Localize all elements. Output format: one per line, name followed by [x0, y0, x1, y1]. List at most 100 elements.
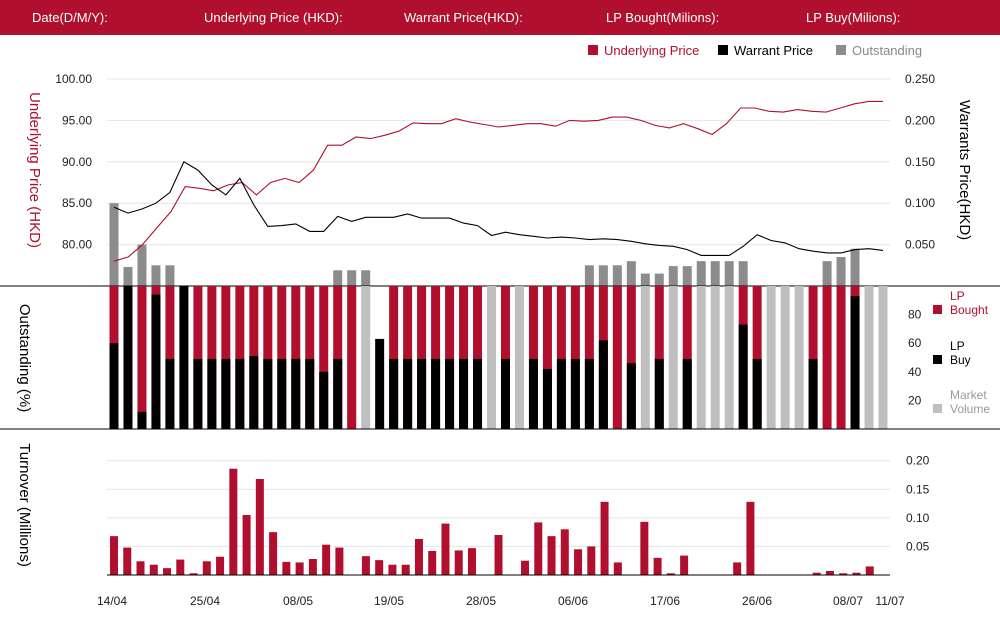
x-tick-label: 17/06	[650, 594, 680, 608]
turnover-bar	[600, 501, 609, 575]
turnover-bar	[560, 529, 569, 575]
header-date-label: Date(D/M/Y):	[32, 10, 108, 25]
outstanding-bar	[710, 261, 720, 286]
turnover-bar	[335, 547, 344, 575]
outstanding-bar	[668, 266, 678, 286]
market-volume-bar	[780, 286, 790, 429]
turnover-bar	[401, 564, 410, 575]
lp-bought-bar	[822, 286, 832, 429]
legend-label: Underlying Price	[604, 43, 699, 58]
x-tick-label: 14/04	[97, 594, 127, 608]
turnover-bar	[202, 561, 211, 575]
lp-buy-bar	[808, 358, 818, 429]
header-bar: Date(D/M/Y): Underlying Price (HKD): War…	[0, 0, 1000, 35]
outstanding-bar	[640, 273, 650, 286]
outstanding-bar	[137, 244, 147, 286]
y-tick-label-bottom: 0.15	[906, 482, 930, 496]
market-volume-bar	[794, 286, 804, 429]
turnover-bar	[361, 556, 370, 575]
lp-bought-bar	[207, 286, 217, 429]
outstanding-bar	[836, 257, 846, 286]
market-volume-bar	[361, 286, 371, 429]
lp-buy-bar	[319, 371, 329, 429]
x-tick-label: 08/07	[833, 594, 863, 608]
outstanding-bar	[165, 265, 175, 286]
turnover-bar	[547, 536, 556, 575]
legend-swatch	[933, 305, 942, 314]
turnover-bar	[467, 548, 476, 575]
y-tick-label-left: 95.00	[62, 113, 92, 127]
y-tick-label-left: 85.00	[62, 196, 92, 210]
lp-bought-bar	[137, 286, 147, 429]
turnover-bar	[414, 539, 423, 575]
y-tick-label-middle: 60	[908, 336, 922, 350]
lp-buy-bar	[333, 358, 343, 429]
lp-buy-bar	[263, 358, 273, 429]
lp-buy-bar	[235, 358, 245, 429]
market-volume-bar	[724, 286, 734, 429]
turnover-bar	[865, 566, 874, 575]
x-tick-label: 08/05	[283, 594, 313, 608]
header-underlying-price-label: Underlying Price (HKD):	[204, 10, 343, 25]
outstanding-bar	[347, 270, 357, 286]
market-volume-bar	[696, 286, 706, 429]
y-tick-label-bottom: 0.10	[906, 511, 930, 525]
market-volume-bar	[487, 286, 497, 429]
x-tick-label: 11/07	[875, 594, 904, 608]
lp-buy-bar	[570, 358, 580, 429]
lp-bought-bar	[235, 286, 245, 429]
outstanding-bar	[850, 248, 860, 286]
lp-bought-bar	[612, 286, 622, 429]
turnover-bar	[574, 549, 583, 575]
outstanding-bar	[123, 266, 133, 286]
lp-buy-bar	[556, 358, 566, 429]
lp-buy-bar	[109, 343, 119, 429]
lp-buy-bar	[445, 358, 455, 429]
turnover-bar	[229, 468, 238, 575]
turnover-bar	[666, 573, 675, 575]
outstanding-bar	[151, 265, 161, 286]
legend-label-line2: Buy	[950, 353, 971, 367]
market-volume-bar	[864, 286, 874, 429]
lp-buy-bar	[305, 358, 315, 429]
legend-label-1-line1: LP Buy	[950, 339, 971, 367]
lp-buy-bar	[375, 338, 385, 429]
turnover-bar	[733, 562, 742, 575]
lp-buy-bar	[179, 286, 189, 429]
turnover-bar	[110, 536, 118, 575]
turnover-bar	[149, 564, 158, 575]
outstanding-bar	[654, 273, 664, 286]
y-axis-title-left: Underlying Price (HKD)	[26, 92, 43, 248]
lp-buy-bar	[277, 358, 287, 429]
lp-bought-bar	[403, 286, 413, 429]
legend-label: Warrant Price	[734, 43, 813, 58]
lp-buy-bar	[403, 358, 413, 429]
lp-bought-bar	[221, 286, 231, 429]
lp-buy-bar	[207, 358, 217, 429]
turnover-bar	[255, 479, 264, 575]
lp-buy-bar	[738, 324, 748, 429]
market-volume-bar	[766, 286, 776, 429]
turnover-bar	[534, 522, 543, 575]
y-tick-label-left: 90.00	[62, 155, 92, 169]
outstanding-bar	[822, 261, 832, 286]
lp-buy-bar	[123, 286, 133, 429]
lp-buy-bar	[542, 368, 552, 429]
lp-bought-bar	[193, 286, 203, 429]
y-tick-label-right: 0.250	[905, 72, 935, 86]
turnover-bar	[812, 572, 821, 575]
y-tick-label-bottom: 0.05	[906, 539, 930, 553]
lp-bought-bar	[319, 286, 329, 429]
lp-buy-bar	[459, 358, 469, 429]
y-tick-label-right: 0.050	[905, 238, 935, 252]
x-tick-label: 26/06	[742, 594, 772, 608]
lp-bought-bar	[263, 286, 273, 429]
underlying-price-line	[113, 100, 883, 262]
y-tick-label-right: 0.100	[905, 196, 935, 210]
legend-swatch	[718, 45, 728, 55]
outstanding-bar	[626, 261, 636, 286]
lp-bought-bar	[459, 286, 469, 429]
turnover-bar	[242, 515, 251, 575]
lp-buy-bar	[193, 358, 203, 429]
